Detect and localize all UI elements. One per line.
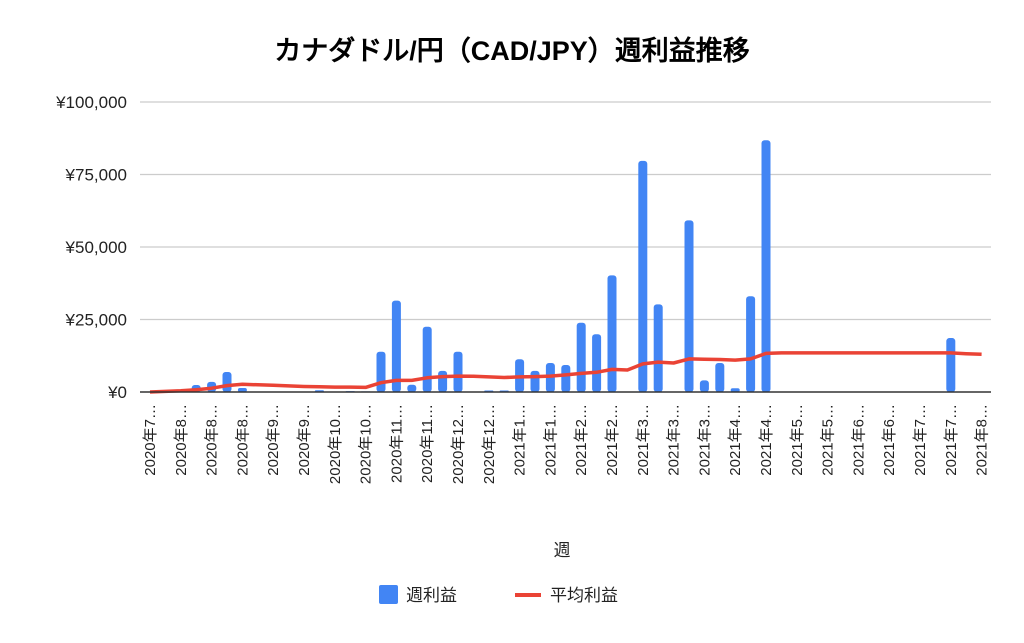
x-tick-label: 2021年8… bbox=[974, 404, 991, 476]
bar bbox=[453, 351, 463, 392]
x-tick-label: 2020年12… bbox=[481, 404, 498, 484]
x-tick-label: 2020年8… bbox=[173, 404, 190, 476]
line-series bbox=[149, 351, 982, 394]
bar bbox=[422, 326, 432, 392]
x-axis-labels: 2020年7… 2020年8… 2020年8… 2020年8… 2020年9… 2020年… bbox=[142, 404, 991, 484]
grid bbox=[140, 101, 991, 321]
bar bbox=[684, 220, 694, 392]
x-tick-label: 2020年8… bbox=[204, 404, 221, 476]
x-tick-label: 2021年5… bbox=[820, 404, 837, 476]
bar bbox=[730, 388, 740, 392]
x-tick-label: 2020年12… bbox=[450, 404, 467, 484]
x-tick-label: 2020年7… bbox=[142, 404, 159, 476]
bar bbox=[761, 140, 771, 392]
x-axis-title: 週 bbox=[554, 541, 571, 560]
y-axis-labels: ¥0 ¥25,000 ¥50,000 ¥75,000 ¥100,000 bbox=[55, 93, 127, 402]
x-tick-label: 2020年11… bbox=[388, 404, 405, 483]
bar bbox=[946, 338, 956, 392]
x-tick-label: 2020年8… bbox=[234, 404, 251, 476]
bar bbox=[699, 380, 709, 392]
bar bbox=[407, 384, 417, 392]
x-tick-label: 2021年1… bbox=[512, 404, 529, 476]
legend: 週利益 平均利益 bbox=[379, 585, 618, 605]
bar bbox=[561, 365, 571, 392]
bar bbox=[391, 300, 401, 392]
legend-label-bar: 週利益 bbox=[406, 586, 457, 605]
x-tick-label: 2021年1… bbox=[542, 404, 559, 476]
x-tick-label: 2021年4… bbox=[758, 404, 775, 476]
y-tick-label: ¥75,000 bbox=[65, 166, 127, 185]
x-tick-label: 2021年2… bbox=[604, 404, 621, 476]
bar bbox=[530, 370, 540, 392]
x-tick-label: 2021年7… bbox=[912, 404, 929, 476]
x-tick-label: 2020年11… bbox=[419, 404, 436, 483]
x-tick-label: 2020年9… bbox=[265, 404, 282, 476]
x-tick-label: 2021年4… bbox=[727, 404, 744, 476]
x-tick-label: 2020年10… bbox=[327, 404, 344, 484]
x-tick-label: 2021年3… bbox=[666, 404, 683, 476]
x-tick-label: 2021年3… bbox=[635, 404, 652, 476]
x-tick-label: 2020年9… bbox=[296, 404, 313, 476]
bar bbox=[715, 363, 725, 392]
y-tick-label: ¥100,000 bbox=[55, 93, 127, 112]
x-tick-label: 2021年6… bbox=[850, 404, 867, 476]
y-tick-label: ¥50,000 bbox=[65, 238, 127, 257]
x-tick-label: 2021年5… bbox=[789, 404, 806, 476]
bar bbox=[607, 275, 617, 392]
average-line bbox=[149, 351, 982, 394]
legend-label-line: 平均利益 bbox=[550, 586, 618, 605]
x-tick-label: 2021年3… bbox=[696, 404, 713, 476]
bar bbox=[576, 322, 586, 392]
bar bbox=[653, 304, 663, 392]
y-tick-label: ¥25,000 bbox=[65, 311, 127, 330]
bar bbox=[592, 334, 602, 392]
bar bbox=[237, 387, 247, 392]
bar bbox=[638, 160, 648, 392]
bar bbox=[376, 351, 386, 392]
bar bbox=[746, 296, 756, 392]
bar bbox=[222, 371, 232, 392]
x-tick-label: 2021年2… bbox=[573, 404, 590, 476]
y-tick-label: ¥0 bbox=[107, 383, 127, 402]
x-tick-label: 2021年6… bbox=[881, 404, 898, 476]
x-tick-label: 2020年10… bbox=[358, 404, 375, 484]
bar bbox=[438, 370, 448, 392]
x-tick-label: 2021年7… bbox=[943, 404, 960, 476]
legend-swatch-bar bbox=[379, 585, 398, 604]
chart-title: カナダドル/円（CAD/JPY）週利益推移 bbox=[274, 35, 750, 66]
